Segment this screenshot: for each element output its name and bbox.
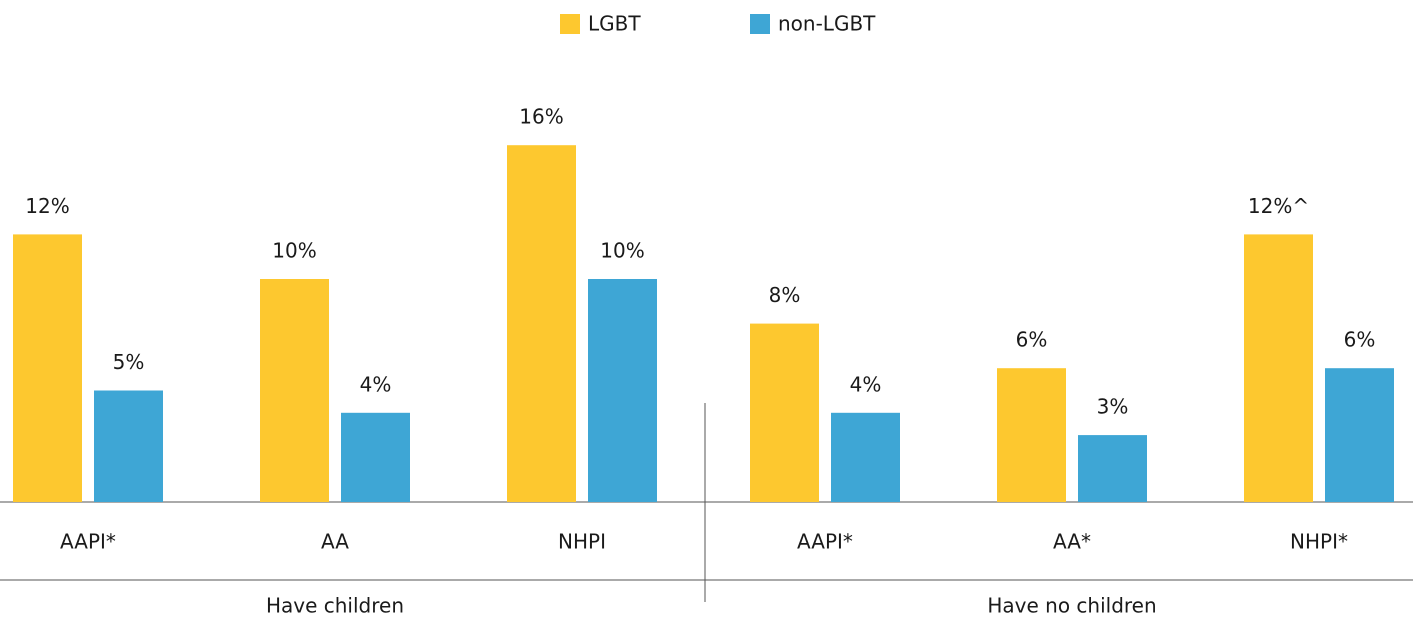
value-label: 12% <box>25 194 69 218</box>
value-label: 4% <box>360 372 392 396</box>
x-tick-label: AAPI* <box>797 530 853 554</box>
bar <box>1325 368 1394 502</box>
value-label: 10% <box>272 239 316 263</box>
legend-label: non-LGBT <box>778 12 876 36</box>
bar <box>831 412 900 502</box>
x-tick-label: AA <box>321 530 349 554</box>
bar <box>507 145 576 502</box>
value-label: 10% <box>600 239 644 263</box>
bar <box>341 412 410 502</box>
value-label: 3% <box>1097 395 1129 419</box>
bar <box>94 390 163 502</box>
bar <box>1244 234 1313 502</box>
value-label: 6% <box>1016 328 1048 352</box>
value-label: 8% <box>769 283 801 307</box>
legend-label: LGBT <box>588 12 641 36</box>
value-label: 4% <box>850 372 882 396</box>
x-tick-label: NHPI <box>558 530 606 554</box>
x-tick-label: AA* <box>1053 530 1091 554</box>
value-label: 16% <box>519 105 563 129</box>
group-label: Have children <box>266 594 404 618</box>
x-tick-label: AAPI* <box>60 530 116 554</box>
group-label: Have no children <box>987 594 1156 618</box>
bar <box>1078 435 1147 502</box>
bar <box>260 279 329 502</box>
x-tick-label: NHPI* <box>1290 530 1348 554</box>
value-label: 12%^ <box>1248 194 1309 218</box>
bar <box>13 234 82 502</box>
value-label: 6% <box>1344 328 1376 352</box>
bar <box>588 279 657 502</box>
legend-swatch <box>750 14 770 34</box>
bar <box>750 323 819 502</box>
bar <box>997 368 1066 502</box>
value-label: 5% <box>113 350 145 374</box>
legend-swatch <box>560 14 580 34</box>
